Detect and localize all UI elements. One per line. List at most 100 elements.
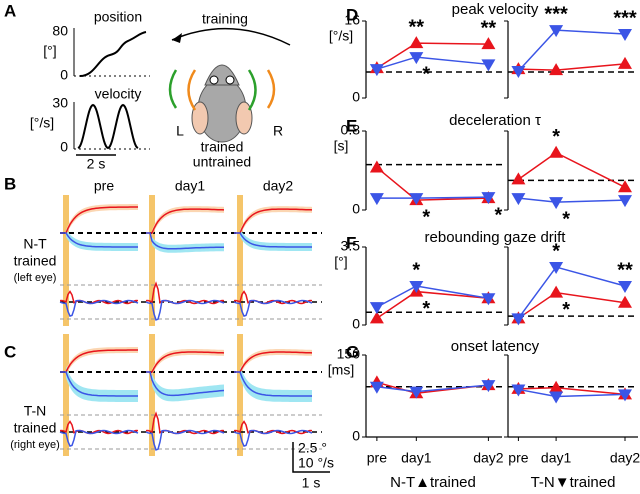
x-tick-label: day2 [473, 450, 504, 466]
significance-mark: ** [617, 259, 633, 281]
unit-label: [°] [43, 43, 56, 59]
significance-mark: * [552, 126, 560, 148]
series-line [376, 166, 489, 201]
mouse-illustration [168, 27, 291, 143]
panel-label: E [346, 116, 357, 135]
y-axis-label: [ms] [328, 362, 354, 378]
y-tick-label: 150 [337, 346, 361, 362]
marker [409, 386, 424, 399]
trace-band [152, 206, 224, 236]
y-tick-label: 0 [352, 428, 360, 444]
series-line [517, 151, 626, 188]
chart-title: onset latency [451, 338, 540, 355]
trace [60, 349, 138, 373]
marker [409, 52, 424, 65]
marker [369, 302, 384, 315]
trace [146, 232, 224, 250]
column-label: day1 [175, 178, 206, 194]
marker [618, 56, 632, 69]
series-line [376, 381, 489, 395]
group-label: (left eye) [14, 272, 57, 284]
trace [233, 290, 313, 305]
marker [369, 311, 384, 324]
significance-mark: *** [613, 7, 637, 29]
trace [234, 371, 312, 397]
trace [233, 429, 313, 448]
trace [145, 281, 225, 305]
plot-title: position [94, 9, 142, 25]
y-tick-label: 0 [352, 201, 360, 217]
scale-bar [292, 442, 330, 473]
significance-mark: * [562, 299, 570, 321]
marker [549, 285, 564, 298]
trace-band [152, 349, 224, 375]
significance-mark: * [422, 206, 430, 228]
trace [234, 351, 313, 373]
significance-mark: * [562, 208, 570, 230]
marker [549, 63, 564, 76]
panel-label: D [346, 5, 358, 24]
series-line [518, 387, 626, 396]
trace [234, 232, 312, 248]
trained-arrow [187, 69, 197, 111]
panel-label: G [346, 342, 359, 361]
y-axis-label: [s] [334, 138, 349, 154]
trained-label: trained [201, 139, 244, 155]
marker [511, 172, 526, 185]
y-tick-label: 3.5 [341, 238, 361, 254]
velocity-trace [77, 103, 139, 150]
trace [59, 299, 139, 318]
stimulus-bar [237, 195, 243, 326]
untrained-label: untrained [193, 154, 251, 170]
marker [511, 193, 526, 206]
group-label: T-N [24, 403, 47, 419]
stimulus-bar [237, 334, 243, 456]
panel-label: B [4, 174, 16, 193]
trace-band [152, 374, 224, 402]
legend-entry: T-N▼trained [531, 474, 616, 491]
scale-label: 2.5 ° [298, 440, 327, 456]
trace-band [66, 204, 138, 236]
marker [409, 36, 424, 49]
y-tick-label: 16 [344, 12, 360, 28]
series-line [518, 63, 626, 71]
y-axis-label: [°] [334, 254, 347, 270]
untrained-arrow [247, 69, 257, 111]
marker [409, 281, 424, 293]
marker [549, 380, 564, 393]
group-label: (right eye) [10, 439, 60, 451]
unit-label: [°/s] [30, 115, 54, 131]
significance-mark: * [412, 259, 420, 281]
trace [59, 420, 139, 435]
trace [146, 351, 225, 373]
trace-band [240, 349, 312, 375]
series-line [517, 266, 626, 319]
y-tick-label: 0 [352, 316, 360, 332]
marker [549, 262, 564, 275]
mouse-eye [209, 75, 219, 85]
stimulus-bar [149, 195, 155, 326]
marker [481, 293, 496, 306]
tick-label: 0 [60, 67, 68, 83]
trace [145, 299, 225, 321]
marker [549, 145, 564, 158]
y-axis-label: [°/s] [329, 28, 353, 44]
side-label: L [176, 123, 184, 139]
training-label: training [202, 11, 248, 27]
trace [60, 371, 138, 397]
trace-band [152, 237, 224, 253]
trace [233, 420, 313, 435]
significance-mark: * [422, 298, 430, 320]
stimulus-bar [149, 334, 155, 456]
trace [60, 206, 138, 234]
marker [549, 197, 564, 210]
marker [511, 384, 526, 397]
trace [146, 371, 225, 397]
tick-label: 80 [52, 23, 68, 39]
series-line [376, 196, 489, 199]
significance-mark: * [552, 240, 560, 262]
chart-title: peak velocity [452, 1, 539, 18]
significance-mark: ** [481, 17, 497, 39]
panel-label: F [346, 233, 356, 252]
